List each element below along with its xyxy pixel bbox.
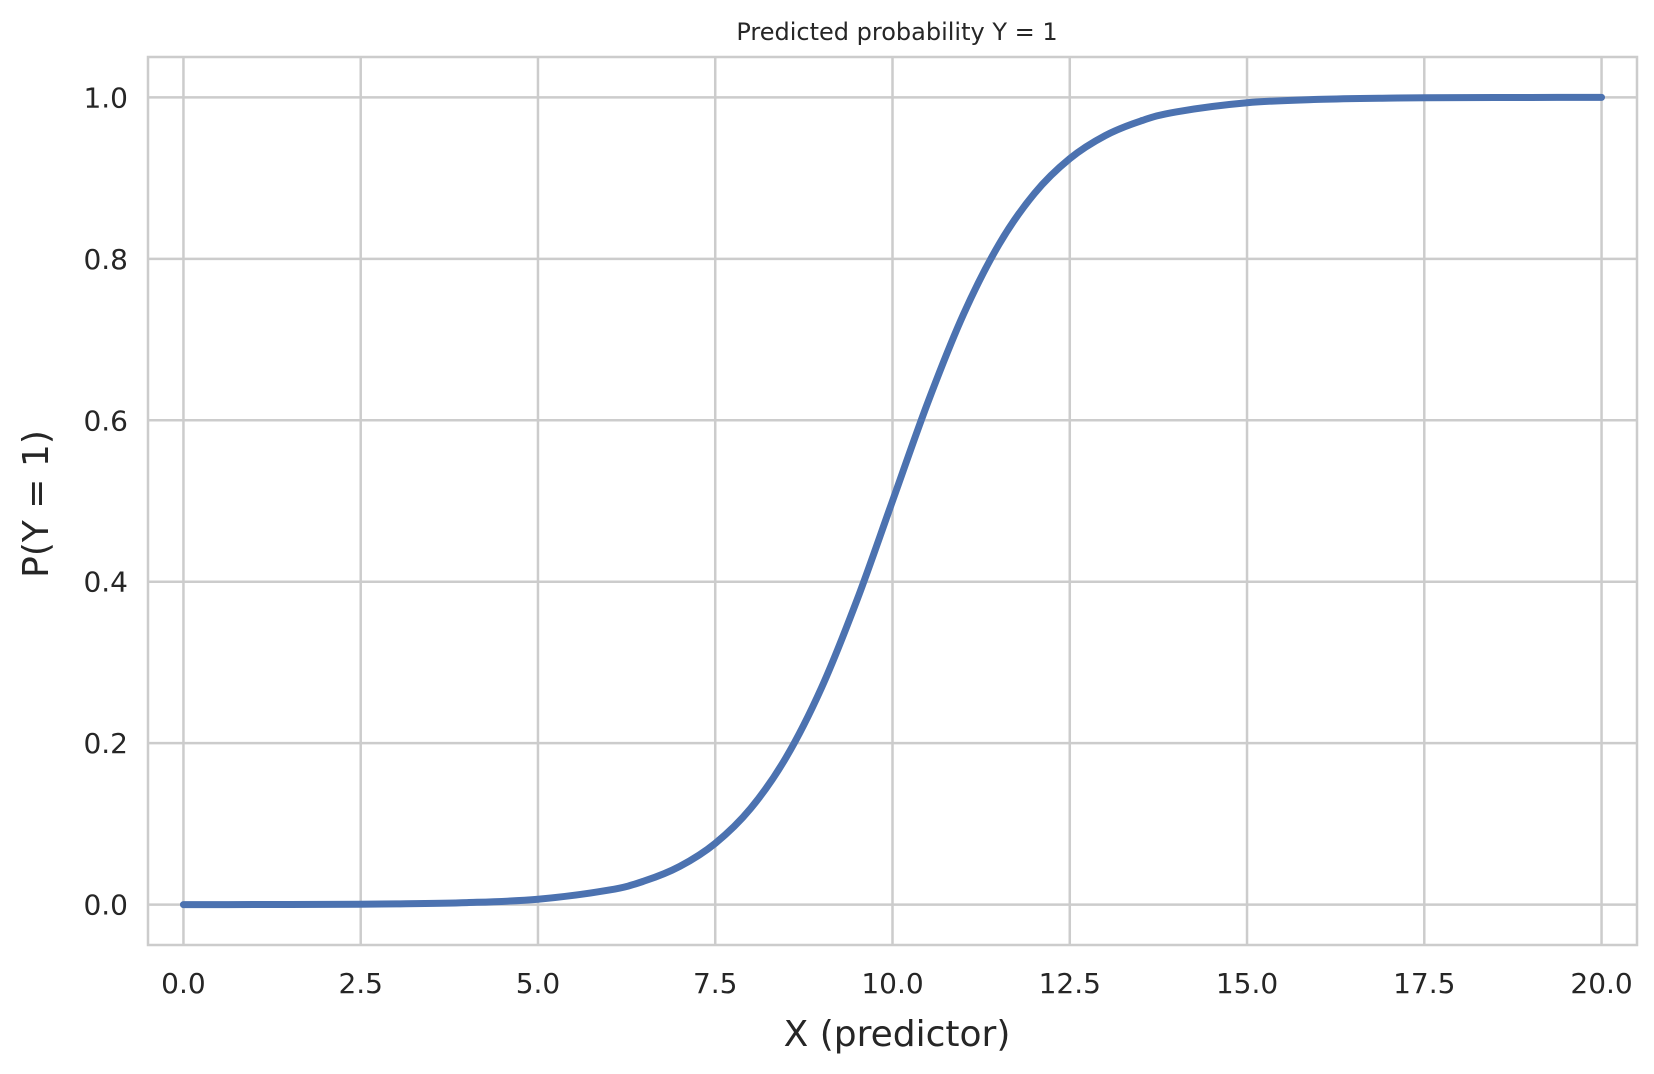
y-tick-label: 0.4 [83,566,128,599]
x-tick-labels: 0.0 2.5 5.0 7.5 10.0 12.5 15.0 17.5 20.0 [161,967,1633,1000]
x-tick-label: 17.5 [1393,967,1455,1000]
x-tick-label: 5.0 [516,967,561,1000]
x-tick-label: 2.5 [338,967,383,1000]
y-axis-title: P(Y = 1) [16,430,57,578]
x-axis-title: X (predictor) [784,1014,1011,1055]
y-tick-label: 0.6 [83,404,128,437]
grid-lines [148,57,1637,945]
y-tick-label: 0.2 [83,727,128,760]
chart-title: Predicted probability Y = 1 [736,18,1057,46]
x-tick-label: 0.0 [161,967,206,1000]
y-tick-label: 0.0 [83,889,128,922]
series-line [179,93,1606,909]
x-tick-label: 20.0 [1570,967,1632,1000]
y-tick-labels: 0.0 0.2 0.4 0.6 0.8 1.0 [83,81,128,921]
x-tick-label: 15.0 [1216,967,1278,1000]
plot-frame [146,55,1639,947]
y-tick-label: 1.0 [83,81,128,114]
y-tick-label: 0.8 [83,243,128,276]
x-tick-label: 7.5 [693,967,738,1000]
x-tick-label: 10.0 [861,967,923,1000]
series-layer [179,93,1606,909]
x-tick-label: 12.5 [1039,967,1101,1000]
